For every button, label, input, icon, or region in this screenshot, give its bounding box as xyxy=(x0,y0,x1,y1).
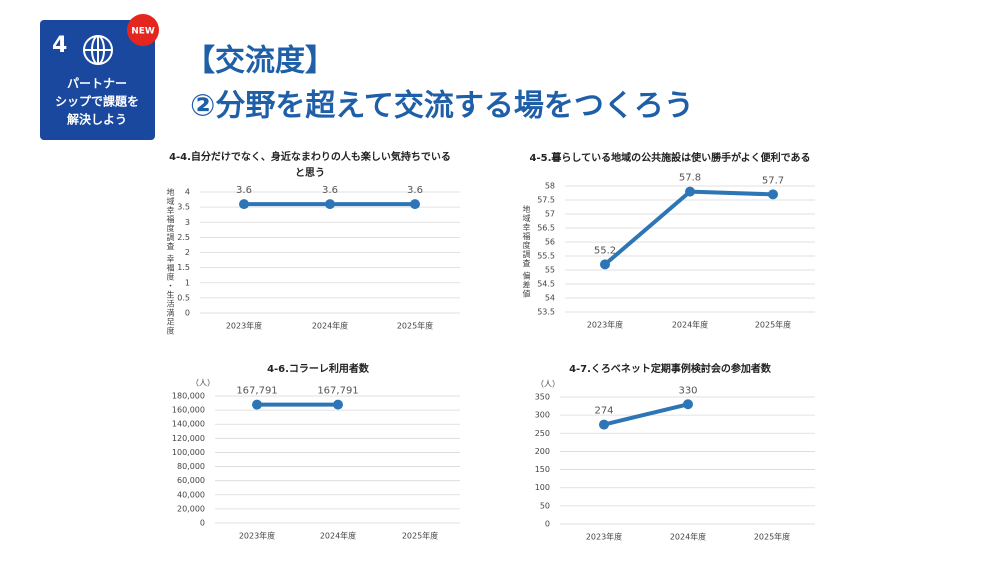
y-tick-label: 3 xyxy=(185,218,190,227)
badge-number: 4 xyxy=(52,33,67,58)
y-tick-label: 20,000 xyxy=(177,504,205,513)
y-tick-label: 300 xyxy=(535,411,550,420)
page-title: 【交流度】 xyxy=(185,44,335,79)
page-subtitle: ②分野を超えて交流する場をつくろう xyxy=(190,89,694,124)
point xyxy=(685,186,695,197)
y-tick-label: 80,000 xyxy=(177,462,205,471)
chart-title: 4-6.コラーレ利用者数 xyxy=(267,364,369,375)
y-tick-label: 60,000 xyxy=(177,476,205,485)
y-tick-label: 50 xyxy=(540,501,550,510)
data-label: 3.6 xyxy=(407,185,423,196)
sdg-badge xyxy=(40,20,155,140)
x-tick-label: 2025年度 xyxy=(755,320,791,330)
y-tick-label: 160,000 xyxy=(172,406,205,415)
x-tick-label: 2023年度 xyxy=(586,532,622,542)
badge-text: パートナー xyxy=(67,77,127,91)
y-tick-label: 0 xyxy=(200,519,205,528)
y-tick-label: 54.5 xyxy=(537,280,555,289)
point xyxy=(599,419,609,430)
x-tick-label: 2023年度 xyxy=(239,531,275,541)
y-tick-label: 2.5 xyxy=(177,233,190,242)
y-tick-label: 120,000 xyxy=(172,434,205,443)
chart-title: 4-4.自分だけでなく、身近なまわりの人も楽しい気持ちでいると思う xyxy=(169,152,451,179)
chart-title: 4-5.暮らしている地域の公共施設は使い勝手がよく便利である xyxy=(529,153,811,164)
data-label: 330 xyxy=(678,385,697,396)
series-line xyxy=(603,402,689,427)
y-tick-label: 53.5 xyxy=(537,308,555,317)
y-tick-label: 57 xyxy=(545,210,555,219)
y-tick-label: 100 xyxy=(535,483,550,492)
y-tick-label: 2 xyxy=(185,248,190,257)
y-tick-label: 200 xyxy=(535,447,550,456)
y-tick-label: 250 xyxy=(535,429,550,438)
point xyxy=(683,399,693,410)
x-tick-label: 2023年度 xyxy=(587,320,623,330)
y-tick-label: 54 xyxy=(545,294,555,303)
y-tick-label: 180,000 xyxy=(172,392,205,401)
x-tick-label: 2024年度 xyxy=(670,532,706,542)
x-tick-label: 2025年度 xyxy=(397,321,433,331)
data-label: 57.8 xyxy=(679,173,701,184)
y-tick-label: 4 xyxy=(185,188,190,197)
point xyxy=(333,399,343,410)
y-axis-label: 地域幸福度調査 幸福度・生活満足度 xyxy=(166,188,175,336)
unit-label: （人） xyxy=(536,380,560,389)
point xyxy=(252,399,262,410)
y-tick-label: 55 xyxy=(545,266,555,275)
y-tick-label: 140,000 xyxy=(172,420,205,429)
point xyxy=(600,259,610,270)
y-tick-label: 55.5 xyxy=(537,252,555,261)
y-tick-label: 56 xyxy=(545,238,555,247)
y-tick-label: 350 xyxy=(535,393,550,402)
data-label: 167,791 xyxy=(236,386,277,397)
x-tick-label: 2023年度 xyxy=(226,321,262,331)
unit-label: （人） xyxy=(191,379,215,388)
y-tick-label: 1.5 xyxy=(177,263,190,272)
data-label: 167,791 xyxy=(317,386,358,397)
x-tick-label: 2024年度 xyxy=(312,321,348,331)
data-label: 274 xyxy=(594,406,613,417)
y-tick-label: 3.5 xyxy=(177,203,190,212)
y-tick-label: 40,000 xyxy=(177,490,205,499)
data-label: 57.7 xyxy=(762,175,784,186)
y-tick-label: 0 xyxy=(545,520,550,529)
point xyxy=(239,199,249,210)
y-axis-label: 地域幸福度調査 偏差値 xyxy=(522,205,531,299)
chart-title: 4-7.くろべネット定期事例検討会の参加者数 xyxy=(569,364,771,375)
new-badge xyxy=(127,14,159,46)
new-text: NEW xyxy=(131,27,155,37)
badge-text: シップで課題を xyxy=(55,94,139,109)
x-tick-label: 2024年度 xyxy=(320,531,356,541)
badge-text: 解決しよう xyxy=(67,112,127,127)
data-label: 3.6 xyxy=(322,185,338,196)
y-tick-label: 56.5 xyxy=(537,224,555,233)
y-tick-label: 57.5 xyxy=(537,196,555,205)
point xyxy=(768,189,778,200)
x-tick-label: 2024年度 xyxy=(672,320,708,330)
point xyxy=(410,199,420,210)
x-tick-label: 2025年度 xyxy=(754,532,790,542)
y-tick-label: 0.5 xyxy=(177,293,190,302)
y-tick-label: 100,000 xyxy=(172,448,205,457)
y-tick-label: 150 xyxy=(535,465,550,474)
y-tick-label: 1 xyxy=(185,278,190,287)
globe-icon xyxy=(83,35,113,65)
point xyxy=(325,199,335,210)
x-tick-label: 2025年度 xyxy=(402,531,438,541)
y-tick-label: 0 xyxy=(185,309,190,318)
data-label: 3.6 xyxy=(236,185,252,196)
data-label: 55.2 xyxy=(594,245,616,256)
y-tick-label: 58 xyxy=(545,182,555,191)
